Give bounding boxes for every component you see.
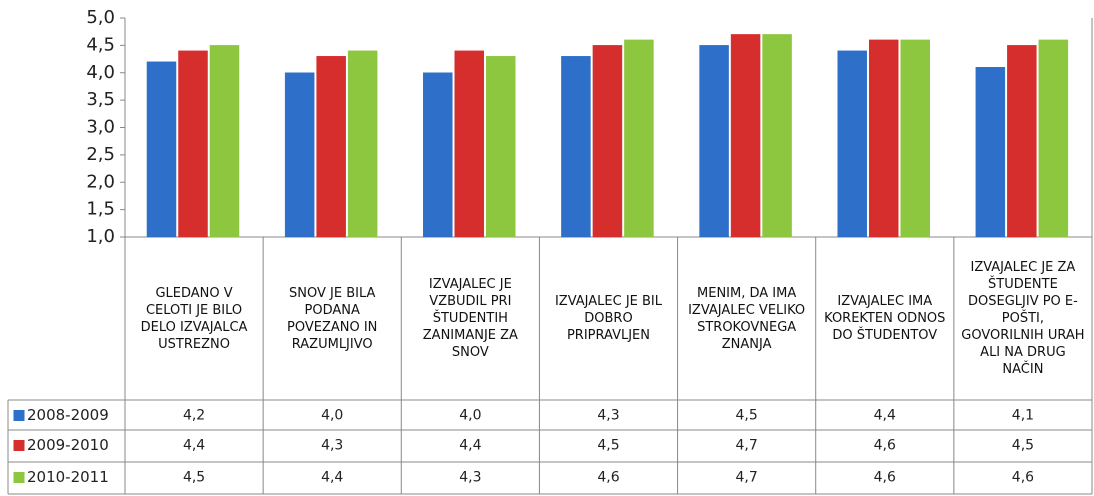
category-label: IZVAJALEC IMA KOREKTEN ODNOS DO ŠTUDENTO… xyxy=(824,294,946,343)
category-label: IZVAJALEC JE ZA ŠTUDENTE DOSEGLJIV PO E-… xyxy=(961,260,1085,377)
bar xyxy=(900,39,930,238)
y-tick-label: 2,5 xyxy=(86,144,115,165)
value-label: 4,2 xyxy=(183,408,205,424)
value-label: 4,6 xyxy=(597,470,619,486)
legend-key xyxy=(13,440,25,451)
value-label: 4,4 xyxy=(459,438,481,454)
value-label: 4,5 xyxy=(1012,438,1034,454)
bar xyxy=(316,56,346,238)
bar xyxy=(975,67,1006,238)
legend-label: 2008-2009 xyxy=(27,406,109,424)
value-label: 4,6 xyxy=(874,438,896,454)
value-label: 4,4 xyxy=(874,408,896,424)
bar xyxy=(762,34,792,238)
bar xyxy=(1038,39,1069,238)
value-label: 4,4 xyxy=(183,438,205,454)
bar xyxy=(561,56,591,238)
y-tick-label: 3,5 xyxy=(86,89,115,110)
category-label: IZVAJALEC JE VZBUDIL PRI ŠTUDENTIH ZANIM… xyxy=(422,277,518,360)
y-tick-label: 5,0 xyxy=(86,7,115,28)
y-tick-label: 2,0 xyxy=(86,171,115,192)
value-label: 4,7 xyxy=(736,438,758,454)
category-label: IZVAJALEC JE BIL DOBRO PRIPRAVLJEN xyxy=(554,294,663,343)
bar xyxy=(284,72,315,238)
value-label: 4,5 xyxy=(736,408,758,424)
bar xyxy=(1007,45,1037,238)
bar xyxy=(486,56,516,238)
value-label: 4,6 xyxy=(1012,470,1034,486)
category-label: MENIM, DA IMA IZVAJALEC VELIKO STROKOVNE… xyxy=(688,285,806,352)
bar xyxy=(837,50,867,238)
legend-label: 2009-2010 xyxy=(27,436,109,454)
bar xyxy=(423,72,453,238)
legend-key xyxy=(13,472,25,483)
value-label: 4,4 xyxy=(321,470,343,486)
bar xyxy=(146,61,177,238)
category-label: GLEDANO V CELOTI JE BILO DELO IZVAJALCA … xyxy=(140,285,248,352)
value-label: 4,0 xyxy=(459,408,481,424)
bar xyxy=(699,45,729,238)
value-label: 4,5 xyxy=(183,470,205,486)
y-tick-label: 3,0 xyxy=(86,117,115,138)
value-label: 4,3 xyxy=(459,470,481,486)
bar xyxy=(868,39,899,238)
bar xyxy=(624,39,654,238)
y-tick-label: 1,5 xyxy=(86,199,115,220)
bar xyxy=(454,50,485,238)
value-label: 4,0 xyxy=(321,408,343,424)
y-tick-label: 4,0 xyxy=(86,62,115,83)
value-label: 4,3 xyxy=(597,408,619,424)
legend-key xyxy=(13,410,25,421)
bar xyxy=(347,50,378,238)
value-label: 4,5 xyxy=(597,438,619,454)
bar xyxy=(178,50,208,238)
value-label: 4,1 xyxy=(1012,408,1034,424)
category-label: SNOV JE BILA PODANA POVEZANO IN RAZUMLJI… xyxy=(287,285,378,352)
bar xyxy=(209,45,240,238)
legend-label: 2010-2011 xyxy=(27,468,109,486)
bar xyxy=(592,45,623,238)
value-label: 4,7 xyxy=(736,470,758,486)
bar xyxy=(730,34,761,238)
value-label: 4,6 xyxy=(874,470,896,486)
y-tick-label: 1,0 xyxy=(86,226,115,247)
value-label: 4,3 xyxy=(321,438,343,454)
y-tick-label: 4,5 xyxy=(86,34,115,55)
